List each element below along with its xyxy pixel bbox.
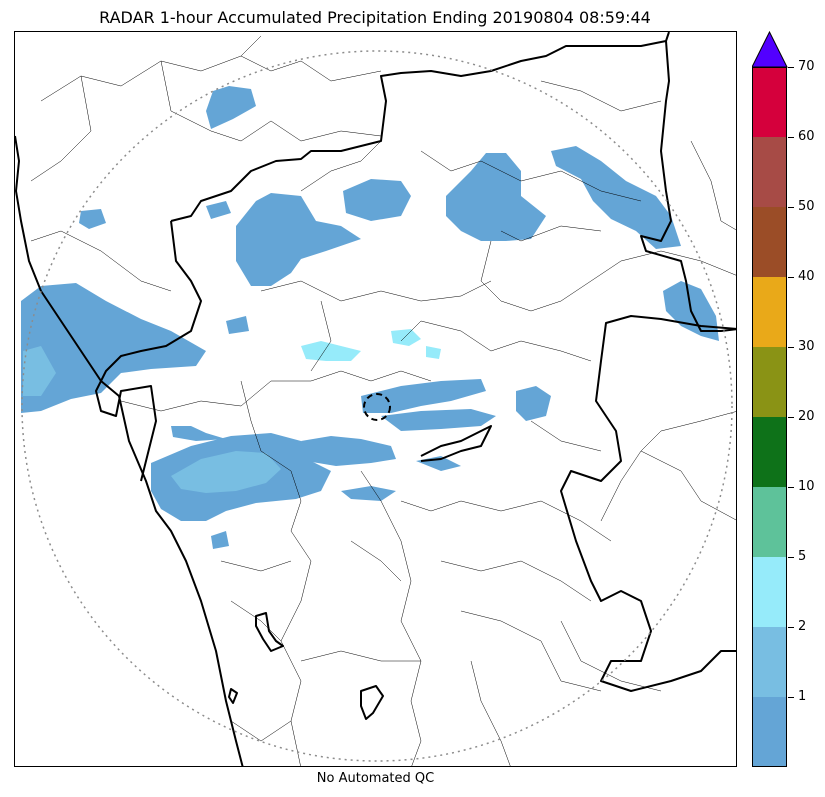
colorbar-tick (788, 487, 794, 488)
precip-area (343, 179, 411, 221)
colorbar-tick (788, 627, 794, 628)
colorbar-tick-label: 5 (798, 549, 807, 564)
colorbar-tick (788, 697, 794, 698)
district-boundaries (30, 35, 736, 766)
state-boundary-north (170, 32, 670, 222)
colorbar-tick-label: 30 (798, 339, 815, 354)
precip-area (301, 436, 396, 466)
precipitation-layer (21, 86, 719, 549)
colorbar-tick (788, 207, 794, 208)
colorbar-segment (752, 627, 787, 697)
radar-map[interactable] (14, 31, 737, 767)
colorbar (752, 67, 787, 767)
colorbar-tick-label: 70 (798, 59, 815, 74)
precip-area (341, 486, 396, 501)
radar-map-canvas (15, 32, 736, 766)
colorbar-tick (788, 137, 794, 138)
precip-area-high (426, 346, 441, 359)
colorbar-segment (752, 417, 787, 487)
island-outline (360, 685, 384, 720)
precip-area (236, 193, 361, 286)
precip-area (361, 379, 486, 413)
colorbar-tick-label: 1 (798, 689, 807, 704)
colorbar-tick (788, 557, 794, 558)
precip-area-high (301, 341, 361, 361)
precip-area (446, 153, 546, 241)
colorbar-tick (788, 67, 794, 68)
precip-area-core (171, 451, 281, 493)
colorbar-segment (752, 557, 787, 627)
precip-area (381, 409, 496, 431)
colorbar-segment (752, 67, 787, 137)
state-boundaries (15, 32, 736, 766)
precip-area-high (391, 329, 421, 346)
precip-area (211, 531, 229, 549)
island-outline (228, 688, 238, 704)
colorbar-tick (788, 417, 794, 418)
colorbar-tick (788, 277, 794, 278)
colorbar-segment (752, 137, 787, 207)
colorbar-segment (752, 207, 787, 277)
state-boundary-west (95, 220, 202, 482)
colorbar-tick-label: 40 (798, 269, 815, 284)
precip-area (79, 209, 106, 229)
precip-area (21, 283, 206, 413)
colorbar-tick-label: 2 (798, 619, 807, 634)
state-boundary-central (420, 425, 492, 462)
precip-area (206, 201, 231, 219)
colorbar-tick-label: 50 (798, 199, 815, 214)
precip-area (206, 86, 256, 129)
colorbar-segment (752, 347, 787, 417)
precip-area (551, 146, 681, 249)
colorbar-tick-label: 60 (798, 129, 815, 144)
range-ring (21, 50, 733, 762)
coastline (15, 135, 244, 766)
radar-site-marker (363, 393, 391, 421)
colorbar-segment (752, 277, 787, 347)
state-boundary-east (640, 40, 736, 332)
state-boundary-southeast (560, 315, 736, 692)
colorbar-tick-label: 20 (798, 409, 815, 424)
precip-area (171, 426, 226, 441)
colorbar-tick-label: 10 (798, 479, 815, 494)
precip-area (226, 316, 249, 334)
colorbar-extend-arrow (752, 31, 788, 68)
map-title: RADAR 1-hour Accumulated Precipitation E… (99, 8, 651, 27)
qc-status-label: No Automated QC (316, 771, 435, 786)
precip-area-core (23, 346, 56, 396)
precip-area (516, 386, 551, 421)
colorbar-tick (788, 347, 794, 348)
colorbar-segment (752, 487, 787, 557)
island-outline (255, 612, 284, 652)
colorbar-segment (752, 697, 787, 767)
